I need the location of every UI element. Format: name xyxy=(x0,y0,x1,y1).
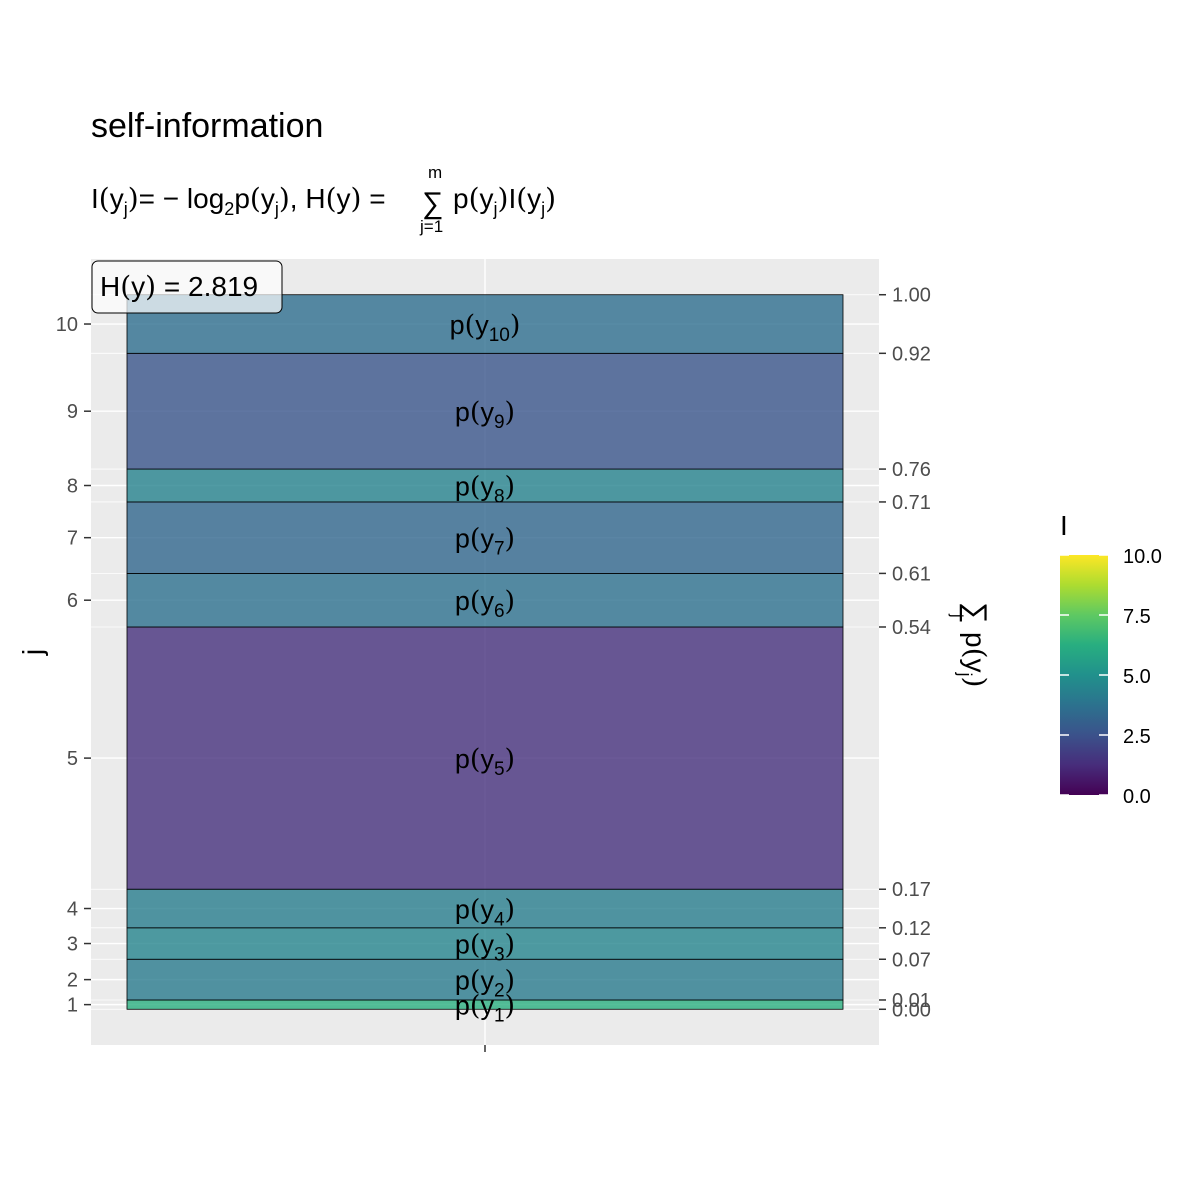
svg-text:∑: ∑ xyxy=(959,602,992,623)
right-tick-label: 0.01 xyxy=(892,990,931,1012)
left-tick-label: 3 xyxy=(67,934,78,956)
bars xyxy=(126,294,844,1010)
legend-tick-label: 2.5 xyxy=(1123,726,1151,748)
chart-title: self-information xyxy=(91,107,323,145)
entropy-label: H(y) = 2.819 xyxy=(91,260,283,314)
bar-label-j6: p(y6) xyxy=(455,586,515,622)
right-tick-label: 0.71 xyxy=(892,492,931,514)
svg-text:H(y) = 2.819: H(y) = 2.819 xyxy=(100,270,258,303)
left-axis: 1 2 3 4 5 6 7 8 9 10 xyxy=(56,314,91,1017)
right-tick-label: 0.00 xyxy=(892,999,931,1021)
legend-tick-label: 7.5 xyxy=(1123,606,1151,628)
bar-label-j1: p(y1) xyxy=(455,991,515,1027)
bar-label-j3: p(y3) xyxy=(455,930,515,966)
bar-label-j10: p(y10) xyxy=(450,310,521,346)
bar-j6 xyxy=(126,573,844,628)
bar-j5 xyxy=(126,626,844,890)
bar-label-j7: p(y7) xyxy=(455,524,515,560)
y-axis-title: j xyxy=(17,649,48,656)
bar-j4 xyxy=(126,888,844,929)
left-tick-label: 9 xyxy=(67,401,78,423)
right-tick-label: 0.61 xyxy=(892,563,931,585)
left-tick-label: 1 xyxy=(67,995,78,1017)
bar-label-j8: p(y8) xyxy=(455,472,515,508)
right-axis: 0.000.01 0.07 0.12 0.17 0.54 0.61 0.71 0.76 0.92… xyxy=(879,285,931,1021)
bar-j9 xyxy=(126,352,844,470)
left-tick-label: 7 xyxy=(67,528,78,550)
right-tick-label: 0.17 xyxy=(892,879,931,901)
bar-label-j4: p(y4) xyxy=(455,895,515,931)
left-tick-label: 10 xyxy=(56,314,78,336)
left-tick-label: 8 xyxy=(67,476,78,498)
svg-text:m: m xyxy=(428,163,442,182)
svg-text:j=1: j=1 xyxy=(419,217,443,236)
bar-j7 xyxy=(126,501,844,574)
right-tick-label: 0.12 xyxy=(892,918,931,940)
svg-text:p(yj)I(yj): p(yj)I(yj) xyxy=(453,182,556,219)
legend-tick-label: 0.0 xyxy=(1123,786,1151,808)
right-tick-label: 0.76 xyxy=(892,459,931,481)
right-tick-label: 0.07 xyxy=(892,949,931,971)
right-tick-label: 0.54 xyxy=(892,617,931,639)
svg-text:p(yj): p(yj) xyxy=(955,632,992,687)
svg-text:∑: ∑ xyxy=(422,187,443,220)
legend-title: I xyxy=(1060,510,1068,541)
legend-tick-label: 5.0 xyxy=(1123,666,1151,688)
color-legend: I 0.0 2.5 5.0 7.5 10.0 xyxy=(1060,510,1162,808)
bar-label-j2: p(y2) xyxy=(455,966,515,1002)
right-tick-label: 0.92 xyxy=(892,343,931,365)
svg-text:I(yj)= − log2p(yj), H(y) =: I(yj)= − log2p(yj), H(y) = xyxy=(91,182,386,219)
left-tick-label: 2 xyxy=(67,970,78,992)
bar-label-j9: p(y9) xyxy=(455,397,515,433)
bar-j3 xyxy=(126,927,844,960)
legend-tick-label: 10.0 xyxy=(1123,546,1162,568)
left-tick-label: 4 xyxy=(67,899,78,921)
chart-subtitle: I(yj)= − log2p(yj), H(y) = ∑ m j=1 p(yj)… xyxy=(91,163,556,236)
svg-text:j: j xyxy=(948,613,965,618)
y-axis-title-right: ∑ j p(yj) xyxy=(948,602,992,687)
left-tick-label: 6 xyxy=(67,590,78,612)
bar-label-j5: p(y5) xyxy=(455,744,515,780)
right-tick-label: 1.00 xyxy=(892,285,931,307)
bar-j8 xyxy=(126,468,844,503)
bar-labels: p(y1)p(y2)p(y3)p(y4) p(y5) p(y6) p(y7) p(y8)… xyxy=(450,310,521,1027)
left-tick-label: 5 xyxy=(67,748,78,770)
